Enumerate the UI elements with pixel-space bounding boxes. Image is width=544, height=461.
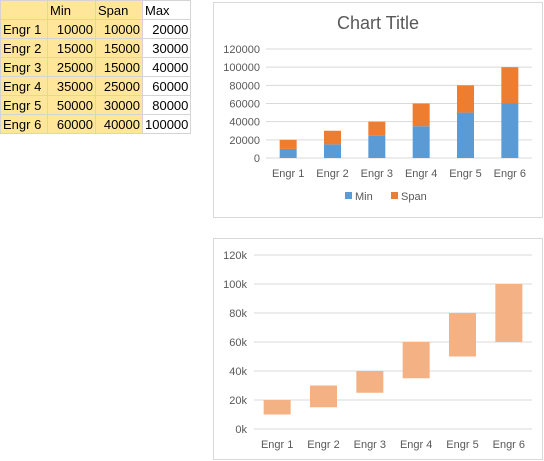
bar-span-segment [402,342,430,379]
min-cell[interactable]: 25000 [47,57,96,77]
y-tick-label: 20k [229,395,247,407]
x-tick-label: Engr 1 [272,168,304,180]
bar-min-segment [279,148,297,158]
bar-span-segment [356,371,384,393]
y-tick-label: 40000 [229,117,260,129]
span-cell[interactable]: 25000 [95,76,143,96]
stacked-bar-chart[interactable]: Chart Title 0 20000 40000 60000 80000 100000 12… [213,2,543,218]
row-label-cell[interactable]: Engr 4 [0,76,48,96]
bar-min-segment [324,144,341,158]
max-cell[interactable]: 20000 [141,19,192,39]
max-cell[interactable]: 100000 [141,114,192,134]
y-tick-label: 120k [223,250,247,262]
y-tick-label: 60k [229,337,247,349]
bar-span-segment [263,400,291,415]
chart-title: Chart Title [337,13,419,33]
header-cell-max[interactable]: Max [141,0,192,20]
x-tick-label: Engr 3 [361,168,393,180]
span-cell[interactable]: 40000 [95,114,143,134]
x-tick-label: Engr 1 [261,439,293,451]
floating-bar-chart[interactable]: 0k 20k 40k 60k 80k 100k 120k Engr 1 Engr 2 Engr 3… [213,238,543,460]
floating-bar-chart-plot: 0k 20k 40k 60k 80k 100k 120k Engr 1 Engr 2 Engr 3… [223,250,532,451]
x-tick-label: Engr 6 [494,168,526,180]
bar-span-segment [449,313,476,357]
row-label-cell[interactable]: Engr 2 [0,38,48,58]
table-row: Engr 4 35000 25000 60000 [0,76,192,96]
max-cell[interactable]: 40000 [141,57,192,77]
bar-min-segment [457,112,474,158]
y-tick-label: 20000 [229,135,260,147]
row-label-cell[interactable]: Engr 1 [0,19,48,39]
table-row: Engr 3 25000 15000 40000 [0,57,192,77]
x-tick-label: Engr 4 [405,168,437,180]
min-cell[interactable]: 50000 [47,95,96,115]
x-tick-label: Engr 3 [354,439,386,451]
header-cell-min[interactable]: Min [47,0,96,20]
table-row: Engr 5 50000 30000 80000 [0,95,192,115]
bar-min-segment [368,135,386,158]
row-label-cell[interactable]: Engr 3 [0,57,48,77]
x-tick-label: Engr 2 [316,168,348,180]
span-cell[interactable]: 15000 [95,57,143,77]
bar-span-segment [279,139,297,149]
spreadsheet-table: Min Span Max Engr 1 10000 10000 20000 En… [0,0,192,134]
span-cell[interactable]: 10000 [95,19,143,39]
stacked-bar-chart-plot: Chart Title 0 20000 40000 60000 80000 100000 12… [223,13,532,203]
y-tick-label: 100k [223,279,247,291]
table-row: Engr 2 15000 15000 30000 [0,38,192,58]
bar-min-segment [501,103,519,158]
bar-span-segment [501,67,519,104]
row-label-cell[interactable]: Engr 6 [0,114,48,134]
x-tick-label: Engr 5 [449,168,481,180]
y-tick-label: 80000 [229,80,260,92]
y-tick-label: 0 [254,153,260,165]
y-tick-label: 100000 [223,62,260,74]
bar-span-segment [495,284,523,342]
min-cell[interactable]: 60000 [47,114,96,134]
bar-span-segment [310,385,337,408]
bar-span-segment [412,103,430,127]
bar-span-segment [457,85,474,113]
x-tick-label: Engr 5 [446,439,478,451]
legend-swatch [345,192,352,199]
header-cell-corner[interactable] [0,0,48,20]
table-row: Engr 6 60000 40000 100000 [0,114,192,134]
max-cell[interactable]: 30000 [141,38,192,58]
x-tick-label: Engr 2 [307,439,339,451]
row-label-cell[interactable]: Engr 5 [0,95,48,115]
x-tick-label: Engr 6 [493,439,525,451]
legend-swatch [391,192,398,199]
legend-label: Min [355,191,373,203]
y-tick-label: 0k [235,424,247,436]
y-tick-label: 60000 [229,99,260,111]
table-row: Engr 1 10000 10000 20000 [0,19,192,39]
span-cell[interactable]: 30000 [95,95,143,115]
min-cell[interactable]: 15000 [47,38,96,58]
max-cell[interactable]: 80000 [141,95,192,115]
span-cell[interactable]: 15000 [95,38,143,58]
min-cell[interactable]: 35000 [47,76,96,96]
x-tick-label: Engr 4 [400,439,432,451]
bar-min-segment [412,126,430,158]
max-cell[interactable]: 60000 [141,76,192,96]
min-cell[interactable]: 10000 [47,19,96,39]
legend-label: Span [401,191,427,203]
bar-span-segment [324,130,341,145]
header-cell-span[interactable]: Span [95,0,143,20]
y-tick-label: 40k [229,366,247,378]
table-header-row: Min Span Max [0,0,192,20]
y-tick-label: 80k [229,308,247,320]
bar-span-segment [368,121,386,136]
y-tick-label: 120000 [223,44,260,56]
